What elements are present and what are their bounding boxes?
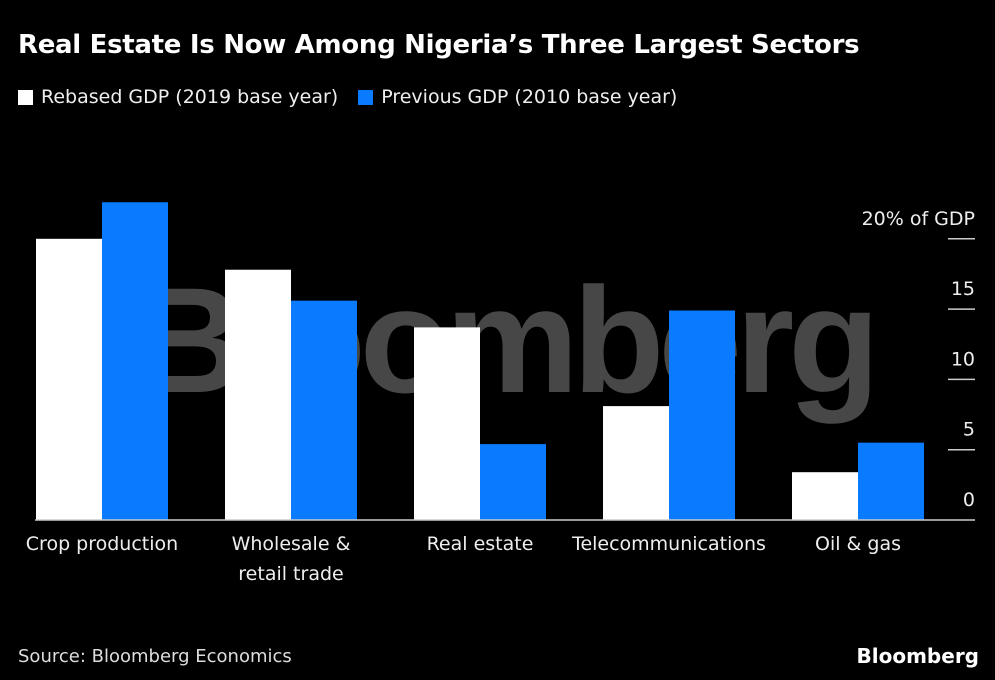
bar-previous (858, 442, 924, 520)
legend-item-rebased: Rebased GDP (2019 base year) (18, 86, 338, 108)
source-note: Source: Bloomberg Economics (18, 646, 292, 667)
legend-label-rebased: Rebased GDP (2019 base year) (41, 86, 339, 108)
bar-rebased (36, 238, 102, 521)
x-tick-label: Wholesale & (232, 533, 351, 555)
chart-title: Real Estate Is Now Among Nigeria’s Three… (18, 30, 860, 60)
bar-rebased (414, 327, 480, 520)
bar-previous (291, 300, 357, 520)
x-tick-label: retail trade (238, 563, 343, 585)
y-tick-label: 15 (951, 278, 975, 300)
y-tick-label: 0 (963, 489, 975, 511)
bar-previous (102, 202, 168, 520)
bar-previous (669, 310, 735, 520)
y-tick-label: 5 (963, 419, 975, 441)
legend-swatch-rebased (18, 89, 33, 105)
legend: Rebased GDP (2019 base year) Previous GD… (18, 86, 677, 108)
bar-rebased (225, 269, 291, 520)
bar-rebased (603, 406, 669, 520)
x-tick-label: Real estate (427, 533, 534, 555)
x-tick-label: Telecommunications (571, 533, 766, 555)
bar-rebased (792, 472, 858, 520)
legend-label-previous: Previous GDP (2010 base year) (381, 86, 678, 108)
x-tick-label: Crop production (26, 533, 178, 555)
y-tick-label: 10 (951, 348, 975, 370)
bar-previous (480, 444, 546, 520)
legend-swatch-previous (358, 89, 374, 105)
legend-item-previous: Previous GDP (2010 base year) (358, 86, 677, 108)
x-tick-label: Oil & gas (815, 533, 901, 555)
y-tick-label: 20% of GDP (862, 208, 975, 230)
brand-logo: Bloomberg (856, 644, 979, 668)
